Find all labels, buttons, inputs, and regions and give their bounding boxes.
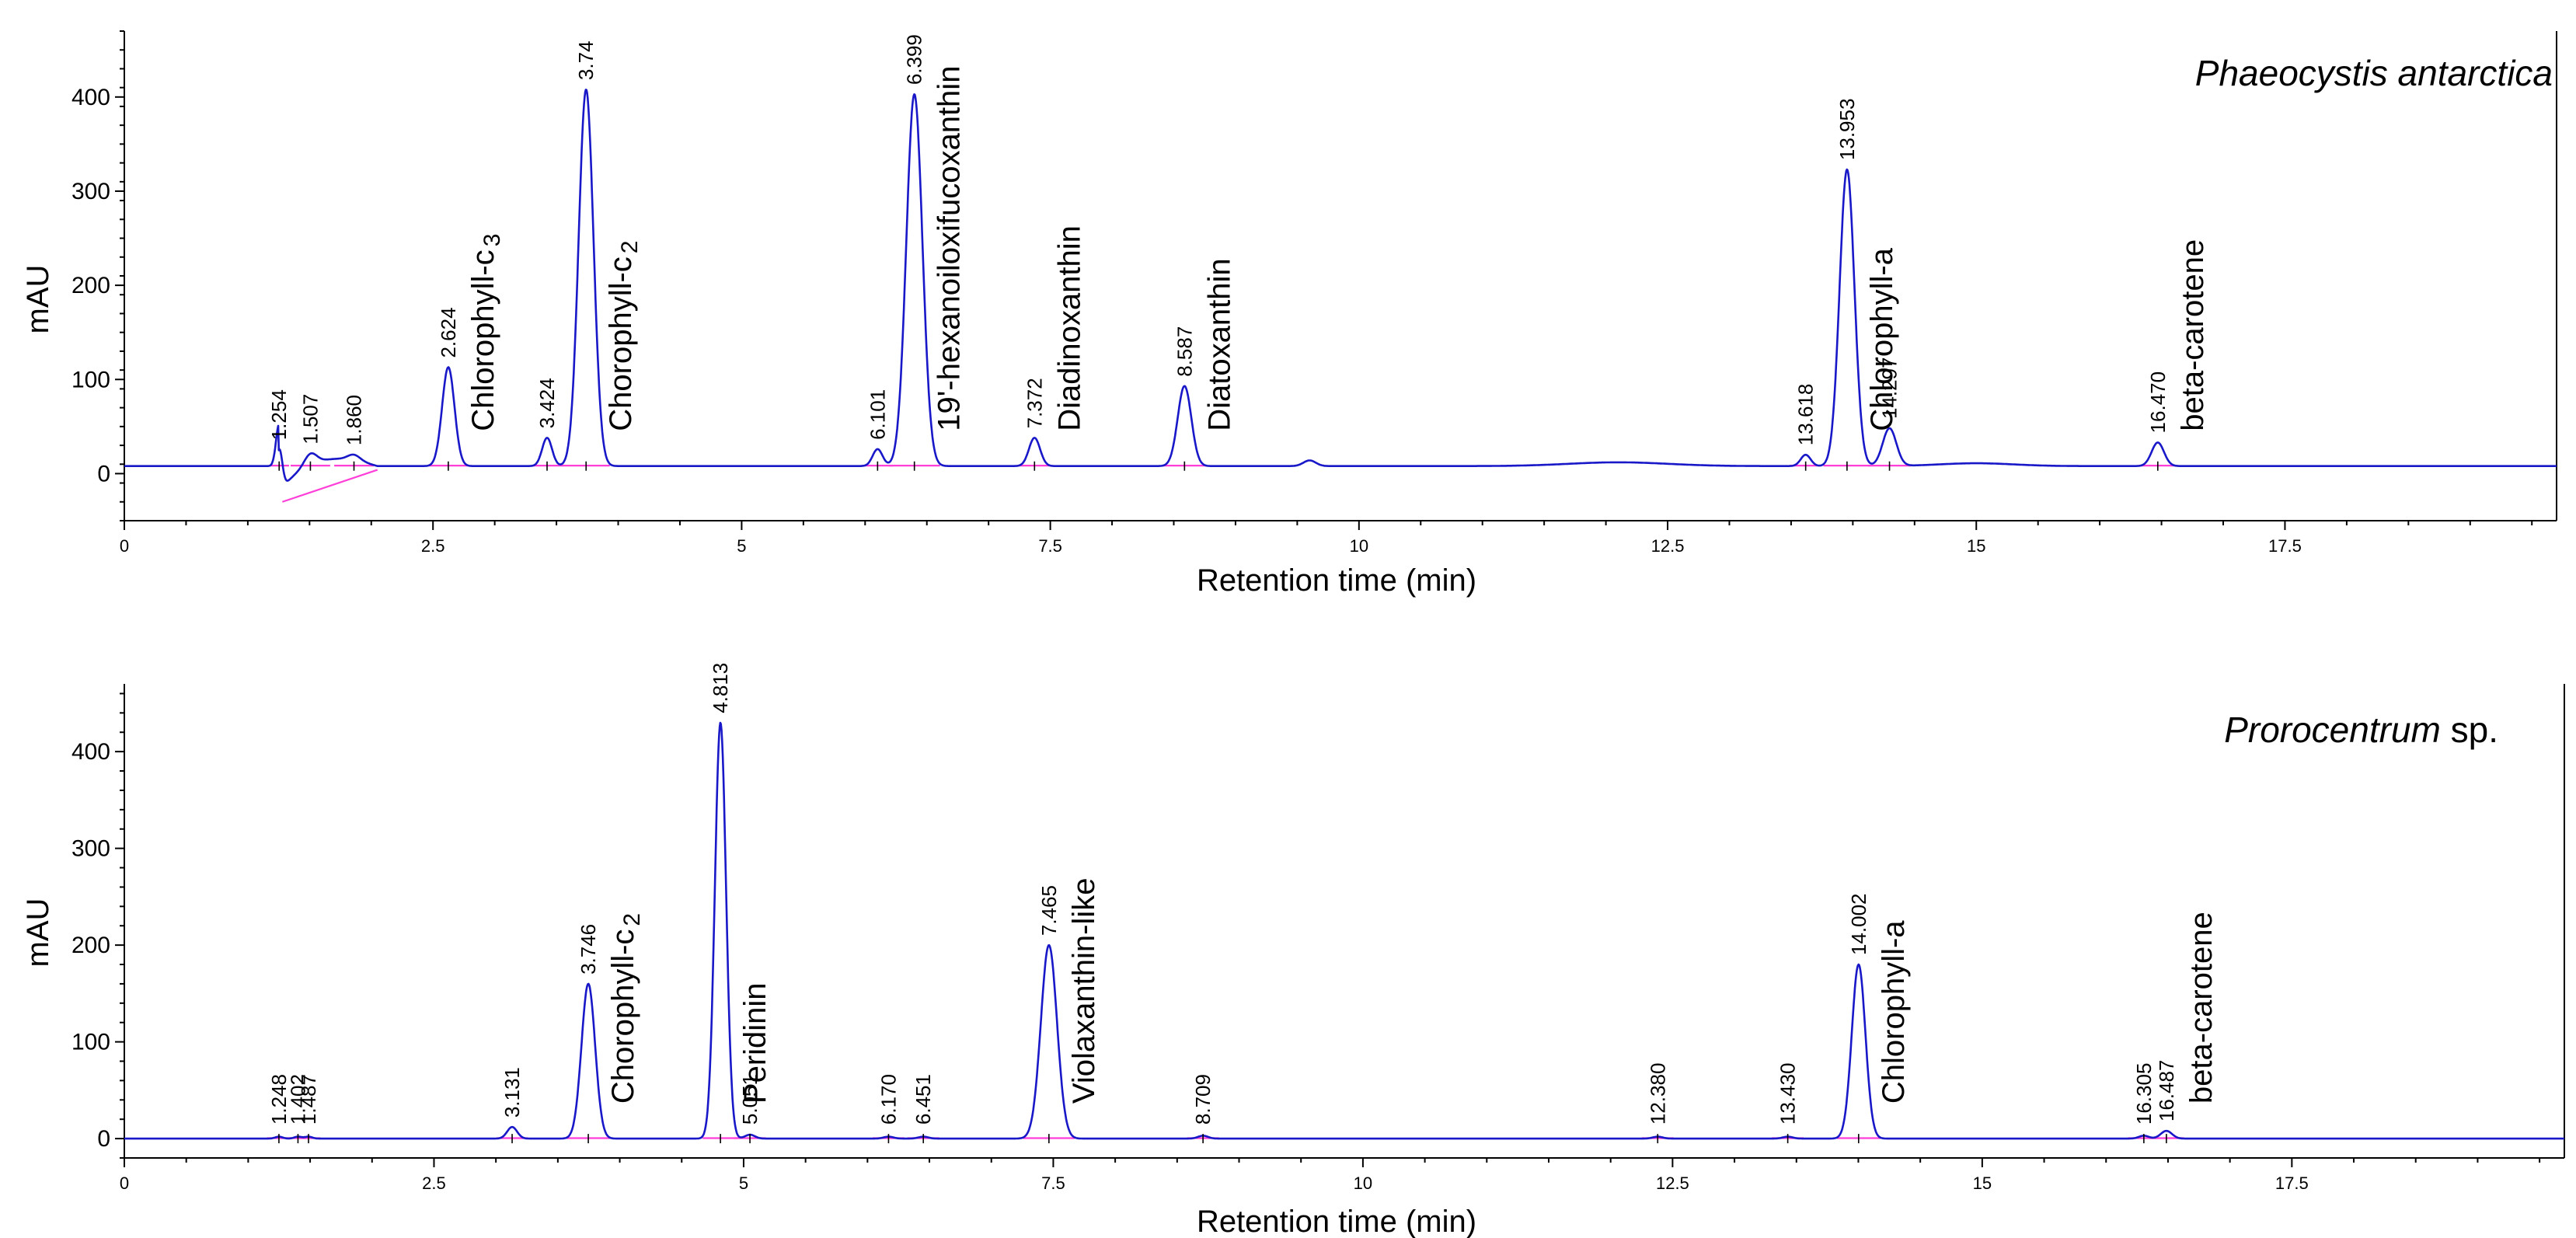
peak-rt-label: 16.487 <box>2155 1060 2178 1122</box>
compound-label: Peridinin <box>738 982 772 1104</box>
chromatogram-panel-top: 0 100 200 300 400 0 2.5 5 7.5 10 12.5 15 17.5 1.254… <box>21 30 2557 598</box>
x-tick-label: 7.5 <box>1038 536 1062 556</box>
x-tick-label: 5 <box>739 1173 748 1193</box>
peak-rt-label: 13.618 <box>1794 384 1818 446</box>
compound-label: beta-carotene <box>2176 239 2210 431</box>
peak-rt-label: 8.709 <box>1191 1074 1215 1125</box>
peak-rt-label: 6.399 <box>903 34 926 85</box>
peak-rt-label: 7.465 <box>1037 885 1061 936</box>
y-tick-label: 200 <box>71 273 110 298</box>
y-axis-title: mAU <box>21 898 55 968</box>
peak-rt-label: 13.430 <box>1776 1063 1800 1125</box>
peak-rt-label: 12.380 <box>1646 1063 1669 1125</box>
peak-rt-label: 1.507 <box>298 394 322 445</box>
sample-suffix: sp. <box>2441 710 2498 750</box>
x-tick-label: 10 <box>1354 1173 1372 1193</box>
peak-rt-label: 16.470 <box>2146 371 2170 434</box>
sample-name: Prorocentrum <box>2224 710 2441 750</box>
compound-label: Chorophyll-c2 <box>604 241 643 431</box>
peak-rt-label: 2.624 <box>437 307 460 357</box>
x-axis-title: Retention time (min) <box>1197 1205 1476 1238</box>
compound-label: beta-carotene <box>2184 912 2219 1104</box>
y-tick-label: 0 <box>97 461 110 486</box>
peak-rt-label: 1.402 <box>286 1074 309 1125</box>
peak-rt-label: 16.305 <box>2132 1063 2156 1125</box>
y-tick-label: 400 <box>71 85 110 110</box>
peak-rt-label: 1.487 <box>297 1074 320 1125</box>
compound-label: Chlorophyll-c3 <box>466 234 505 431</box>
x-tick-label: 15 <box>1967 536 1985 556</box>
sample-title: Prorocentrum sp. <box>2224 710 2498 750</box>
compound-label: Chlorophyll-a <box>1877 920 1911 1104</box>
peak-rt-label: 7.372 <box>1023 378 1046 428</box>
y-tick-label: 300 <box>71 836 110 862</box>
x-tick-label: 17.5 <box>2268 536 2302 556</box>
peak-rt-label: 3.74 <box>574 41 598 81</box>
x-tick-label: 2.5 <box>421 536 445 556</box>
peak-rt-label: 3.746 <box>577 924 600 975</box>
peak-rt-label: 13.953 <box>1835 99 1859 161</box>
y-tick-label: 200 <box>71 933 110 958</box>
peak-rt-label: 3.424 <box>535 378 559 428</box>
x-tick-label: 17.5 <box>2275 1173 2309 1193</box>
sample-title: Phaeocystis antarctica <box>2195 53 2553 93</box>
compound-subscript: 3 <box>479 234 505 247</box>
y-tick-label: 100 <box>71 367 110 392</box>
chromatogram-trace <box>124 721 2565 1140</box>
compound-label: Diadinoxanthin <box>1052 225 1086 431</box>
sample-name: Phaeocystis antarctica <box>2195 53 2553 93</box>
x-tick-label: 7.5 <box>1041 1173 1065 1193</box>
peak-rt-label: 6.451 <box>912 1074 935 1125</box>
peak-rt-label: 14.297 <box>1878 357 1901 420</box>
peak-rt-label: 1.254 <box>267 389 291 440</box>
integration-baseline <box>282 469 378 503</box>
peak-rt-label: 6.101 <box>866 389 889 440</box>
peak-rt-label: 1.860 <box>343 395 366 445</box>
compound-subscript: 2 <box>619 913 645 926</box>
peak-rt-label: 5.051 <box>738 1074 762 1125</box>
peak-rt-label: 1.248 <box>267 1074 291 1125</box>
peak-rt-label: 14.002 <box>1847 893 1870 955</box>
compound-label: Diatoxanthin <box>1202 258 1236 431</box>
compound-label: Chlorophyll-a <box>1865 247 1899 431</box>
chromatogram-trace <box>124 89 2557 482</box>
compound-label: Chorophyll-c2 <box>606 913 645 1104</box>
x-tick-label: 15 <box>1973 1173 1992 1193</box>
x-tick-label: 5 <box>737 536 746 556</box>
compound-label: 19'-hexanoiloxifucoxanthin <box>932 66 967 431</box>
x-tick-label: 2.5 <box>422 1173 446 1193</box>
peak-rt-label: 3.131 <box>500 1067 524 1118</box>
peak-rt-label: 6.170 <box>877 1074 900 1125</box>
y-axis-title: mAU <box>21 265 55 334</box>
x-tick-label: 12.5 <box>1656 1173 1689 1193</box>
x-tick-label: 10 <box>1350 536 1368 556</box>
x-tick-label: 0 <box>120 1173 129 1193</box>
peak-rt-label: 8.587 <box>1173 326 1196 377</box>
x-tick-label: 0 <box>120 536 129 556</box>
y-tick-label: 400 <box>71 739 110 765</box>
x-axis-title: Retention time (min) <box>1197 563 1476 598</box>
chromatogram-panel-bottom: 0 100 200 300 400 0 2.5 5 7.5 10 12.5 15 17.5 1.248… <box>21 663 2565 1238</box>
y-tick-label: 100 <box>71 1030 110 1055</box>
compound-label: Violaxanthin-like <box>1067 878 1101 1104</box>
compound-subscript: 2 <box>617 241 643 254</box>
y-tick-label: 0 <box>97 1126 110 1152</box>
peak-rt-label: 4.813 <box>709 663 732 713</box>
x-tick-label: 12.5 <box>1651 536 1685 556</box>
y-tick-label: 300 <box>71 179 110 204</box>
